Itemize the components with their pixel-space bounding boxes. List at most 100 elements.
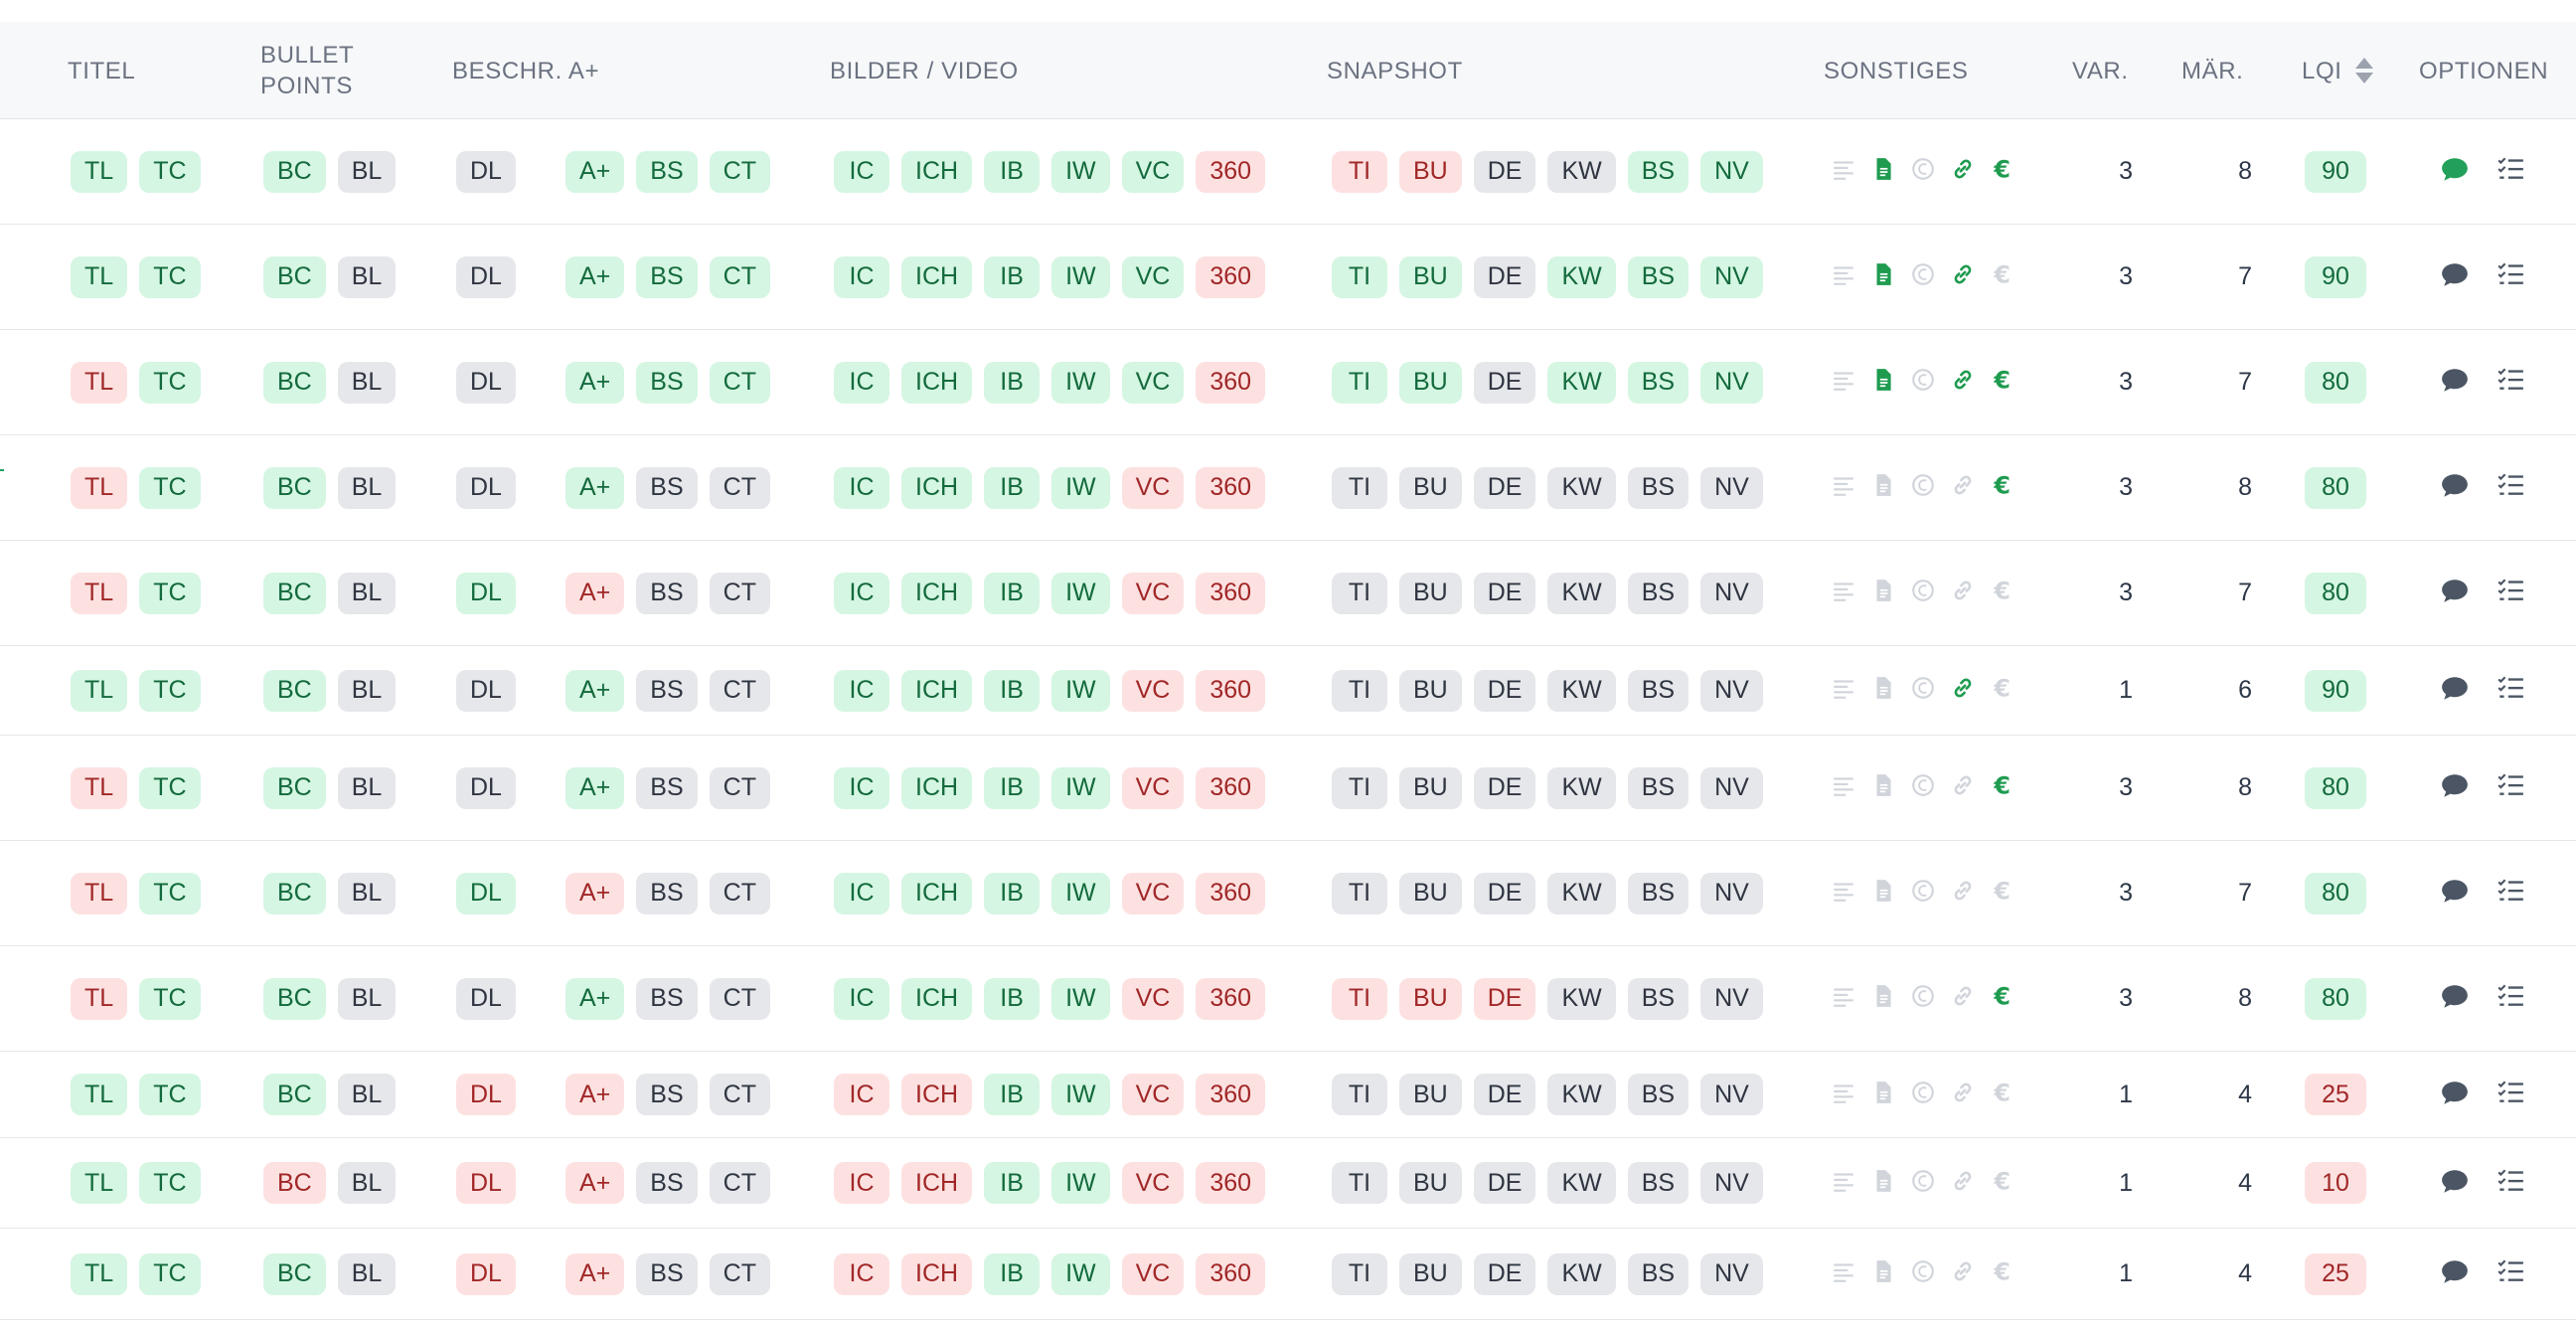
snapshot-badge[interactable]: NV xyxy=(1700,255,1763,298)
col-sonstiges[interactable]: SONSTIGES xyxy=(1824,57,1969,84)
bilder-badge[interactable]: ICH xyxy=(901,669,973,712)
col-var[interactable]: VAR. xyxy=(2072,57,2129,84)
bilder-badge[interactable]: ICH xyxy=(901,766,973,809)
comment-icon[interactable] xyxy=(2439,365,2471,400)
dl-badge[interactable]: DL xyxy=(456,766,516,809)
task-list-icon[interactable] xyxy=(2495,576,2526,610)
titel-badge[interactable]: TL xyxy=(71,255,128,298)
snapshot-badge[interactable]: KW xyxy=(1547,977,1616,1020)
snapshot-badge[interactable]: NV xyxy=(1700,1074,1763,1115)
euro-icon[interactable]: € xyxy=(1990,1080,2015,1110)
snapshot-badge[interactable]: DE xyxy=(1473,977,1536,1020)
dl-badge[interactable]: DL xyxy=(456,466,516,509)
aplus-badge[interactable]: BS xyxy=(636,572,698,614)
snapshot-badge[interactable]: NV xyxy=(1700,669,1763,712)
euro-circle-icon[interactable] xyxy=(1910,156,1936,187)
snapshot-badge[interactable]: DE xyxy=(1473,669,1536,712)
aplus-badge[interactable]: A+ xyxy=(565,669,625,712)
bullet-badge[interactable]: BL xyxy=(337,669,397,712)
table-row[interactable]: TL TC BC BL DL A+ BS CT IC ICH IB IW VC 360 TI BU DE KW BS… xyxy=(0,330,2576,435)
aplus-badge[interactable]: CT xyxy=(709,255,770,298)
euro-icon[interactable]: € xyxy=(1990,1258,2015,1289)
snapshot-badge[interactable]: KW xyxy=(1547,255,1616,298)
bilder-badge[interactable]: ICH xyxy=(901,1074,973,1115)
aplus-badge[interactable]: CT xyxy=(709,1162,770,1204)
bullet-badge[interactable]: BC xyxy=(263,1074,326,1115)
comment-icon[interactable] xyxy=(2439,673,2471,708)
bilder-badge[interactable]: IB xyxy=(984,1162,1041,1204)
snapshot-badge[interactable]: BS xyxy=(1627,466,1690,509)
text-lines-icon[interactable] xyxy=(1831,1168,1856,1199)
link-icon[interactable] xyxy=(1950,1168,1976,1199)
snapshot-badge[interactable]: BU xyxy=(1399,977,1462,1020)
titel-badge[interactable]: TL xyxy=(71,466,128,509)
euro-circle-icon[interactable] xyxy=(1910,1080,1936,1110)
aplus-badge[interactable]: A+ xyxy=(565,977,625,1020)
bilder-badge[interactable]: IW xyxy=(1051,669,1110,712)
titel-badge[interactable]: TC xyxy=(139,669,201,712)
text-lines-icon[interactable] xyxy=(1831,983,1856,1014)
bilder-badge[interactable]: IB xyxy=(984,669,1041,712)
euro-icon[interactable]: € xyxy=(1990,983,2015,1014)
aplus-badge[interactable]: BS xyxy=(636,1162,698,1204)
titel-badge[interactable]: TL xyxy=(71,361,128,404)
snapshot-badge[interactable]: BU xyxy=(1399,766,1462,809)
bilder-badge[interactable]: VC xyxy=(1121,1252,1185,1295)
snapshot-badge[interactable]: BS xyxy=(1627,1074,1690,1115)
snapshot-badge[interactable]: KW xyxy=(1547,1074,1616,1115)
snapshot-badge[interactable]: TI xyxy=(1332,669,1387,712)
aplus-badge[interactable]: A+ xyxy=(565,1162,625,1204)
bilder-badge[interactable]: VC xyxy=(1121,466,1185,509)
snapshot-badge[interactable]: BS xyxy=(1627,1252,1690,1295)
bullet-badge[interactable]: BC xyxy=(263,572,326,614)
comment-icon[interactable] xyxy=(2439,981,2471,1016)
aplus-badge[interactable]: A+ xyxy=(565,872,625,915)
titel-badge[interactable]: TL xyxy=(71,572,128,614)
bilder-badge[interactable]: VC xyxy=(1121,766,1185,809)
aplus-badge[interactable]: CT xyxy=(709,361,770,404)
bilder-badge[interactable]: ICH xyxy=(901,361,973,404)
euro-circle-icon[interactable] xyxy=(1910,1258,1936,1289)
bullet-badge[interactable]: BC xyxy=(263,872,326,915)
snapshot-badge[interactable]: BU xyxy=(1399,255,1462,298)
bilder-badge[interactable]: IW xyxy=(1051,361,1110,404)
bullet-badge[interactable]: BC xyxy=(263,1162,326,1204)
bilder-badge[interactable]: 360 xyxy=(1196,1162,1266,1204)
bilder-badge[interactable]: IC xyxy=(834,872,889,915)
bilder-badge[interactable]: IW xyxy=(1051,466,1110,509)
bilder-badge[interactable]: IW xyxy=(1051,255,1110,298)
snapshot-badge[interactable]: DE xyxy=(1473,361,1536,404)
snapshot-badge[interactable]: BS xyxy=(1627,361,1690,404)
bilder-badge[interactable]: 360 xyxy=(1196,466,1266,509)
snapshot-badge[interactable]: BU xyxy=(1399,466,1462,509)
euro-icon[interactable]: € xyxy=(1990,1168,2015,1199)
dl-badge[interactable]: DL xyxy=(456,977,516,1020)
bullet-badge[interactable]: BL xyxy=(337,766,397,809)
euro-icon[interactable]: € xyxy=(1990,156,2015,187)
aplus-badge[interactable]: CT xyxy=(709,669,770,712)
bilder-badge[interactable]: ICH xyxy=(901,150,973,193)
table-row[interactable]: TL TC BC BL DL A+ BS CT IC ICH IB IW VC 360 TI BU DE KW BS… xyxy=(0,946,2576,1052)
bilder-badge[interactable]: VC xyxy=(1121,572,1185,614)
task-list-icon[interactable] xyxy=(2495,673,2526,708)
task-list-icon[interactable] xyxy=(2495,1166,2526,1201)
aplus-badge[interactable]: CT xyxy=(709,977,770,1020)
file-icon[interactable] xyxy=(1870,578,1896,608)
bullet-badge[interactable]: BC xyxy=(263,255,326,298)
euro-icon[interactable]: € xyxy=(1990,261,2015,292)
text-lines-icon[interactable] xyxy=(1831,472,1856,503)
file-icon[interactable] xyxy=(1870,367,1896,398)
snapshot-badge[interactable]: NV xyxy=(1700,466,1763,509)
text-lines-icon[interactable] xyxy=(1831,1258,1856,1289)
bilder-badge[interactable]: IB xyxy=(984,977,1041,1020)
bullet-badge[interactable]: BC xyxy=(263,150,326,193)
aplus-badge[interactable]: BS xyxy=(636,669,698,712)
task-list-icon[interactable] xyxy=(2495,154,2526,189)
titel-badge[interactable]: TL xyxy=(71,669,128,712)
text-lines-icon[interactable] xyxy=(1831,156,1856,187)
snapshot-badge[interactable]: TI xyxy=(1332,1074,1387,1115)
titel-badge[interactable]: TL xyxy=(71,1074,128,1115)
dl-badge[interactable]: DL xyxy=(456,669,516,712)
euro-icon[interactable]: € xyxy=(1990,772,2015,803)
bilder-badge[interactable]: IB xyxy=(984,1252,1041,1295)
